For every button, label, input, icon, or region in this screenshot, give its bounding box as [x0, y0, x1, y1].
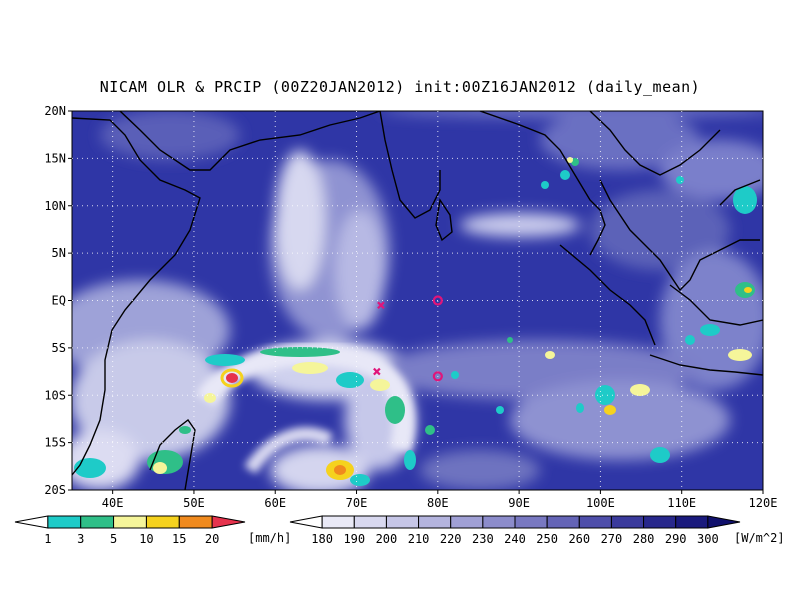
lon-label: 100E: [586, 496, 615, 510]
lat-label: 20S: [44, 483, 66, 497]
legend-label: 3: [77, 532, 84, 546]
legend-swatch: [643, 515, 677, 529]
legend-label: 10: [139, 532, 153, 546]
lat-label: 20N: [44, 104, 66, 118]
lat-label: 10N: [44, 199, 66, 213]
graticule: [72, 111, 763, 490]
legend-end-triangle: [707, 515, 741, 529]
legend-swatch: [321, 515, 355, 529]
lon-label: 40E: [102, 496, 124, 510]
legend-label: 230: [472, 532, 494, 546]
legend-label: 5: [110, 532, 117, 546]
legend-swatch: [353, 515, 387, 529]
legend-label: 280: [633, 532, 655, 546]
legend-label: 20: [205, 532, 219, 546]
lon-label: 50E: [183, 496, 205, 510]
lon-label: 60E: [264, 496, 286, 510]
legend-swatch: [47, 515, 82, 529]
lat-label: 15S: [44, 436, 66, 450]
legend-label: 210: [408, 532, 430, 546]
legend-swatch: [482, 515, 516, 529]
legend-swatch: [385, 515, 420, 529]
legend-label: 190: [343, 532, 365, 546]
lon-label: 80E: [427, 496, 449, 510]
legend-label: 290: [665, 532, 687, 546]
legend-label: 270: [601, 532, 623, 546]
legend-swatch: [546, 515, 580, 529]
precip-legend: 1 3 5 10 15 20: [14, 515, 246, 546]
legend-label: 15: [172, 532, 186, 546]
lat-labels: 20N 15N 10N 5N EQ 5S 10S 15S 20S: [44, 104, 66, 497]
olr-legend: 180 190 200 210 220 230 240 250 260 270 280 290 300: [289, 515, 741, 546]
legend-swatch: [578, 515, 612, 529]
legend-swatch: [514, 515, 548, 529]
storm-markers: [373, 295, 443, 382]
lat-label: 10S: [44, 388, 66, 402]
legend-swatch: [145, 515, 180, 529]
precip-unit: [mm/h]: [248, 531, 291, 545]
coastlines: [72, 111, 763, 490]
legend-swatch: [450, 515, 484, 529]
lon-label: 110E: [667, 496, 696, 510]
olr-field: [72, 111, 763, 490]
precip-cells: [74, 157, 757, 486]
legend-swatch: [610, 515, 645, 529]
cross-stroke: [377, 301, 385, 310]
olr-unit: [W/m^2]: [734, 531, 785, 545]
legend-label: 260: [568, 532, 590, 546]
axis-ticks: [68, 110, 764, 494]
lon-label: 70E: [346, 496, 368, 510]
legend-label: 200: [376, 532, 398, 546]
legend-label: 250: [536, 532, 558, 546]
legend-swatch: [418, 515, 452, 529]
legend-swatch: [80, 515, 115, 529]
legend-end-triangle: [14, 515, 49, 529]
lat-label: 5N: [52, 246, 66, 260]
lon-labels: 40E 50E 60E 70E 80E 90E 100E 110E 120E: [102, 496, 778, 510]
cross-stroke: [373, 367, 381, 376]
legend-swatch: [113, 515, 147, 529]
storm-circle-marker: [432, 371, 443, 382]
legend-label: 180: [311, 532, 333, 546]
legend-label: 240: [504, 532, 526, 546]
legend-label: 300: [697, 532, 719, 546]
lat-label: EQ: [52, 294, 66, 308]
legend-end-triangle: [289, 515, 323, 529]
storm-cross-marker: [373, 367, 381, 376]
storm-cross-marker: [377, 301, 385, 310]
lon-label: 90E: [508, 496, 530, 510]
lat-label: 5S: [52, 341, 66, 355]
lon-label: 120E: [749, 496, 778, 510]
lat-label: 15N: [44, 151, 66, 165]
legend-label: 1: [44, 532, 51, 546]
legend-swatch: [675, 515, 709, 529]
legend-swatch: [178, 515, 213, 529]
legend-label: 220: [440, 532, 462, 546]
map-title: NICAM OLR & PRCIP (00Z20JAN2012) init:00…: [99, 78, 701, 96]
legend-end-triangle: [211, 515, 246, 529]
storm-circle-marker: [432, 295, 443, 306]
